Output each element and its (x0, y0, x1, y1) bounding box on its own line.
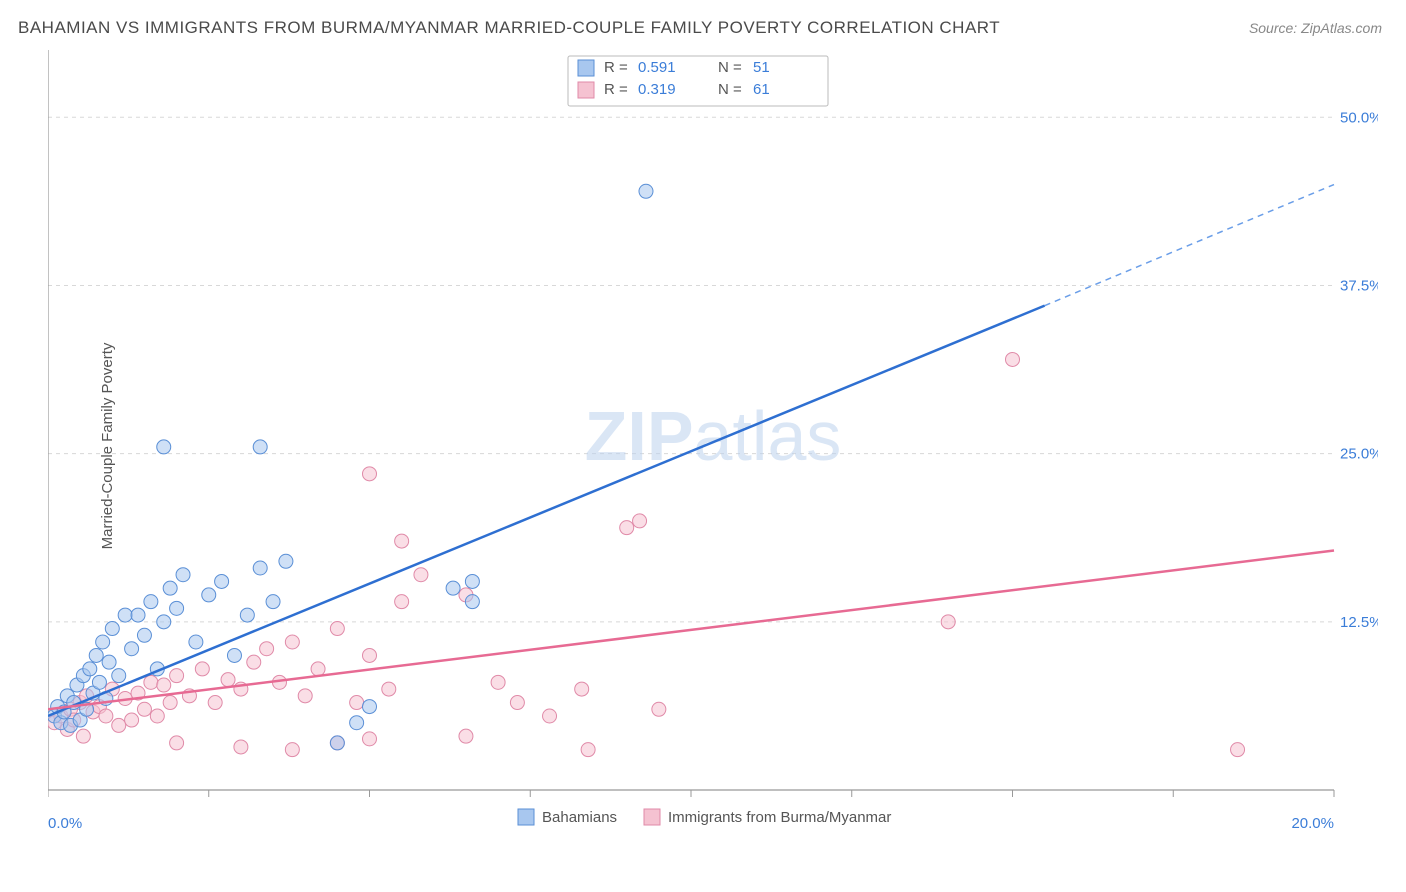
x-max-label: 20.0% (1291, 815, 1334, 832)
trend-lines (48, 185, 1334, 716)
legend-top: R = 0.591 N = 51 R = 0.319 N = 61 (568, 56, 828, 106)
chart-title: BAHAMIAN VS IMMIGRANTS FROM BURMA/MYANMA… (18, 18, 1000, 38)
y-tick-labels: 12.5% 25.0% 37.5% 50.0% (1340, 109, 1378, 631)
scatter-plot: ZIPatlas 12.5% 25.0% 37.5% 50.0% R = 0.591 N … (48, 50, 1378, 832)
svg-text:N =: N = (718, 81, 742, 98)
scatter-points-blue (48, 184, 653, 750)
chart-area: ZIPatlas 12.5% 25.0% 37.5% 50.0% R = 0.591 N … (48, 50, 1378, 832)
source-attribution: Source: ZipAtlas.com (1249, 20, 1382, 36)
svg-text:N =: N = (718, 59, 742, 76)
svg-text:0.319: 0.319 (638, 81, 676, 98)
legend-bottom: Bahamians Immigrants from Burma/Myanmar (518, 809, 891, 826)
svg-text:51: 51 (753, 59, 770, 76)
x-origin-label: 0.0% (48, 815, 82, 832)
svg-text:50.0%: 50.0% (1340, 109, 1378, 126)
grid-lines (48, 117, 1334, 622)
svg-text:R =: R = (604, 81, 628, 98)
svg-text:25.0%: 25.0% (1340, 446, 1378, 463)
svg-text:Immigrants from Burma/Myanmar: Immigrants from Burma/Myanmar (668, 809, 891, 826)
svg-text:Bahamians: Bahamians (542, 809, 617, 826)
svg-text:0.591: 0.591 (638, 59, 676, 76)
svg-text:R =: R = (604, 59, 628, 76)
svg-text:61: 61 (753, 81, 770, 98)
svg-text:12.5%: 12.5% (1340, 614, 1378, 631)
watermark: ZIPatlas (585, 397, 842, 475)
svg-text:37.5%: 37.5% (1340, 277, 1378, 294)
